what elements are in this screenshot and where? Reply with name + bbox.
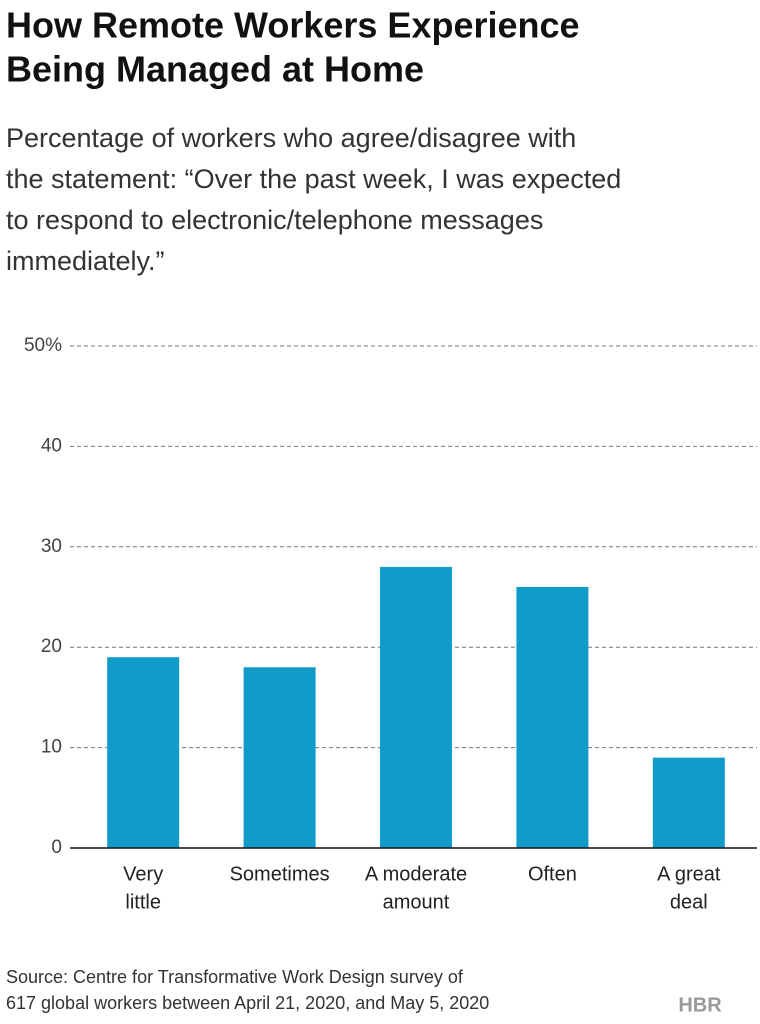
y-tick-label: 0: [51, 837, 62, 858]
x-tick-label: little: [125, 891, 161, 913]
x-tick-label: Very: [123, 863, 163, 885]
bar: [243, 667, 316, 848]
x-tick-label: Often: [528, 863, 577, 885]
bar: [652, 757, 725, 848]
x-tick-label: A moderate: [365, 863, 467, 885]
logo: HBR: [678, 994, 722, 1016]
bar: [380, 566, 452, 848]
x-tick-label: A great: [657, 863, 721, 885]
x-tick-label: Sometimes: [230, 863, 330, 885]
bar: [516, 586, 589, 848]
chart-subtitle: to respond to electronic/telephone messa…: [6, 205, 543, 235]
bar: [107, 657, 180, 848]
chart-title: How Remote Workers Experience: [6, 5, 580, 46]
source: Source: Centre for Transformative Work D…: [6, 967, 464, 987]
chart-title: Being Managed at Home: [6, 49, 424, 90]
y-tick-label: 20: [41, 636, 62, 657]
x-tick-label: deal: [670, 891, 708, 913]
chart-subtitle: Percentage of workers who agree/disagree…: [6, 123, 576, 153]
y-tick-label: 10: [41, 737, 62, 758]
y-tick-label: 50%: [24, 335, 62, 356]
chart-subtitle: the statement: “Over the past week, I wa…: [6, 164, 621, 194]
chart-subtitle: immediately.”: [6, 246, 165, 276]
source: 617 global workers between April 21, 202…: [6, 993, 489, 1013]
y-tick-label: 30: [41, 536, 62, 557]
x-tick-label: amount: [383, 891, 450, 913]
y-tick-label: 40: [41, 435, 62, 456]
